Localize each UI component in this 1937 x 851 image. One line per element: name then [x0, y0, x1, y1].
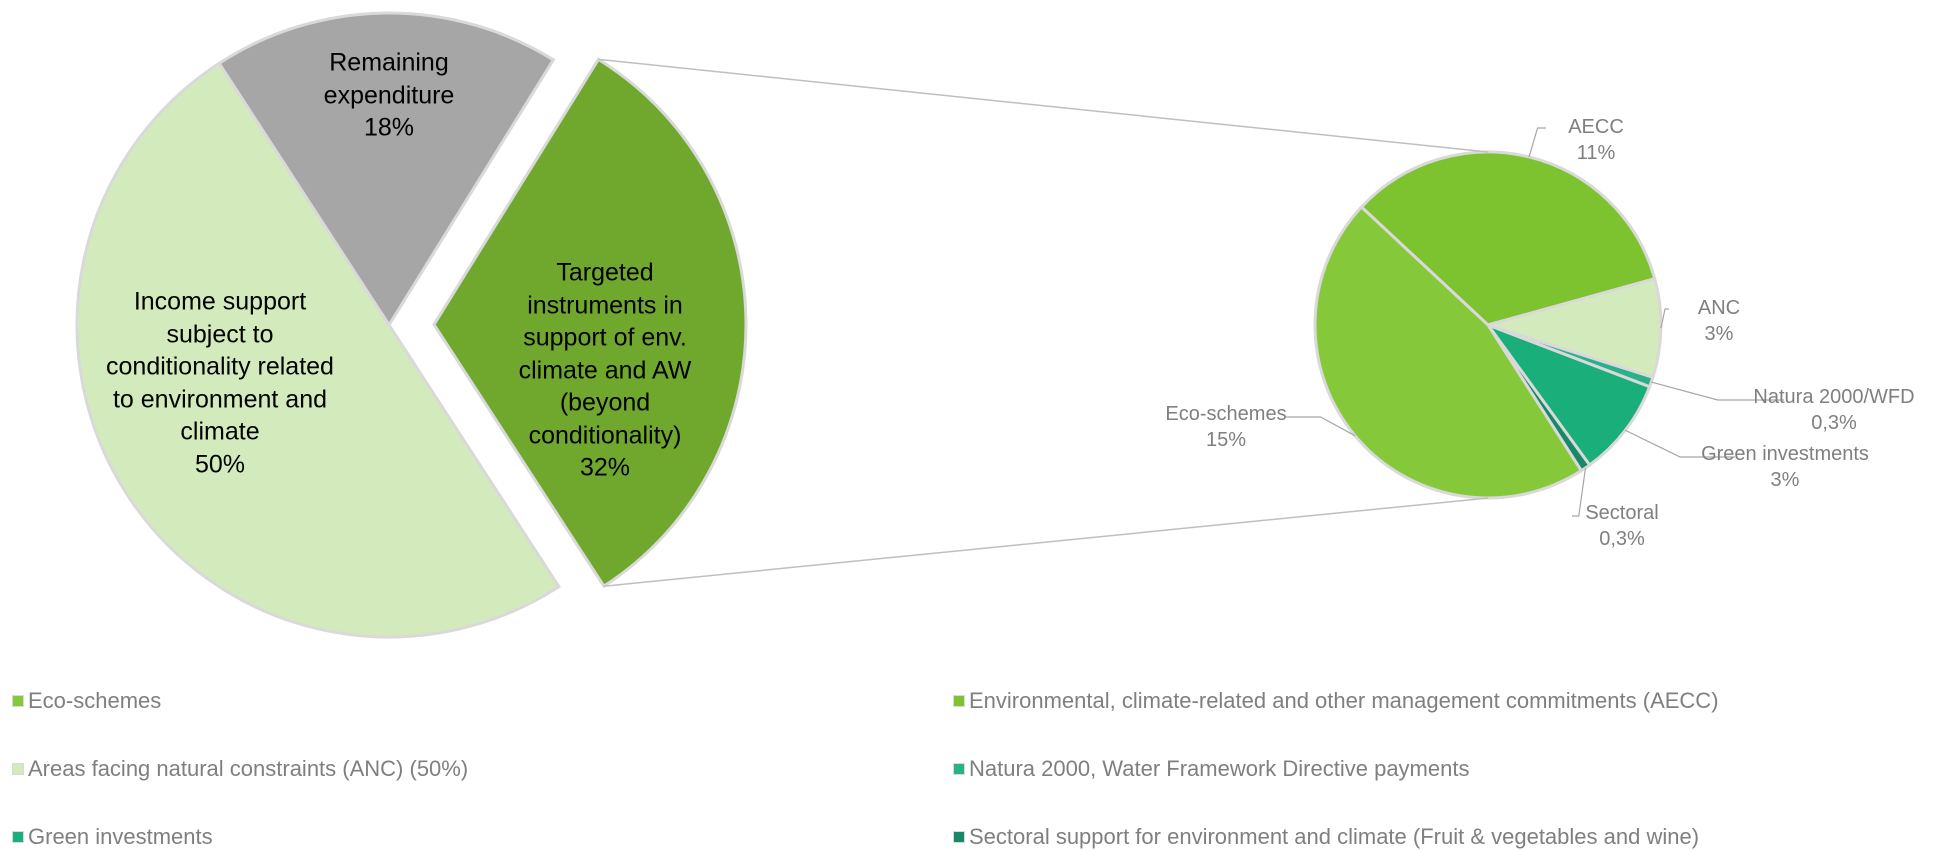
legend-swatch	[12, 831, 24, 843]
value-label: 0,3%	[1599, 528, 1645, 550]
category-label: Natura 2000/WFD	[1753, 386, 1915, 408]
legend-item: Areas facing natural constraints (ANC) (…	[12, 756, 468, 782]
legend-swatch	[953, 695, 965, 707]
pie-slice	[1482, 276, 1663, 380]
legend-label: Green investments	[28, 824, 213, 849]
connector-line	[603, 497, 1489, 587]
data-label: Sectoral 0,3%	[1585, 500, 1658, 552]
category-label: Sectoral	[1585, 502, 1659, 524]
leader-line	[1660, 308, 1669, 329]
value-label: 50%	[194, 450, 246, 478]
leader-line	[1528, 127, 1546, 158]
category-label: Remaining expenditure	[323, 48, 455, 109]
legend-label: Environmental, climate-related and other…	[969, 688, 1719, 713]
data-label: Eco-schemes 15%	[1165, 401, 1286, 453]
leader-line	[1572, 467, 1587, 517]
category-label: Green investments	[1701, 443, 1869, 465]
legend-swatch	[953, 763, 965, 775]
leader-line	[1286, 416, 1356, 437]
connector-line	[598, 58, 1489, 153]
legend-label: Natura 2000, Water Framework Directive p…	[969, 756, 1470, 781]
pie-slice	[1483, 321, 1652, 468]
legend-item: Green investments	[12, 824, 213, 850]
category-label: Eco-schemes	[1165, 403, 1287, 425]
category-label: AECC	[1568, 116, 1624, 138]
legend-label: Sectoral support for environment and cli…	[969, 824, 1700, 849]
category-label: ANC	[1697, 297, 1741, 319]
legend-label: Eco-schemes	[28, 688, 162, 713]
value-label: 0,3%	[1811, 412, 1857, 434]
slice-label: Remaining expenditure 18%	[299, 46, 479, 144]
leader-line	[1651, 381, 1784, 401]
data-label: Natura 2000/WFD 0,3%	[1753, 384, 1914, 436]
legend-item: Natura 2000, Water Framework Directive p…	[953, 756, 1469, 782]
value-label: 15%	[1205, 429, 1247, 451]
pie-slice	[216, 11, 556, 328]
legend-swatch	[953, 831, 965, 843]
pie-slice	[432, 57, 748, 589]
legend-swatch	[12, 695, 24, 707]
legend-swatch	[12, 763, 24, 775]
slice-label: Income support subject to conditionality…	[100, 286, 340, 481]
pie-slice	[75, 61, 562, 639]
value-label: 11%	[1576, 142, 1616, 164]
legend-item: Sectoral support for environment and cli…	[953, 824, 1699, 850]
category-label: Income support subject to conditionality…	[106, 287, 334, 446]
slice-label: Targeted instruments in support of env. …	[505, 256, 705, 484]
value-label: 3%	[1770, 469, 1800, 491]
value-label: 32%	[579, 453, 631, 482]
data-label: AECC 11%	[1568, 114, 1624, 166]
value-label: 3%	[1704, 323, 1734, 345]
data-label: ANC 3%	[1698, 295, 1740, 347]
legend-item: Environmental, climate-related and other…	[953, 688, 1719, 714]
legend-label: Areas facing natural constraints (ANC) (…	[28, 756, 469, 781]
category-label: Targeted instruments in support of env. …	[518, 258, 692, 449]
value-label: 18%	[363, 113, 415, 142]
pie-slice	[1313, 204, 1584, 500]
legend-item: Eco-schemes	[12, 688, 161, 714]
leader-line	[1625, 429, 1735, 458]
data-label: Green investments 3%	[1701, 441, 1869, 493]
